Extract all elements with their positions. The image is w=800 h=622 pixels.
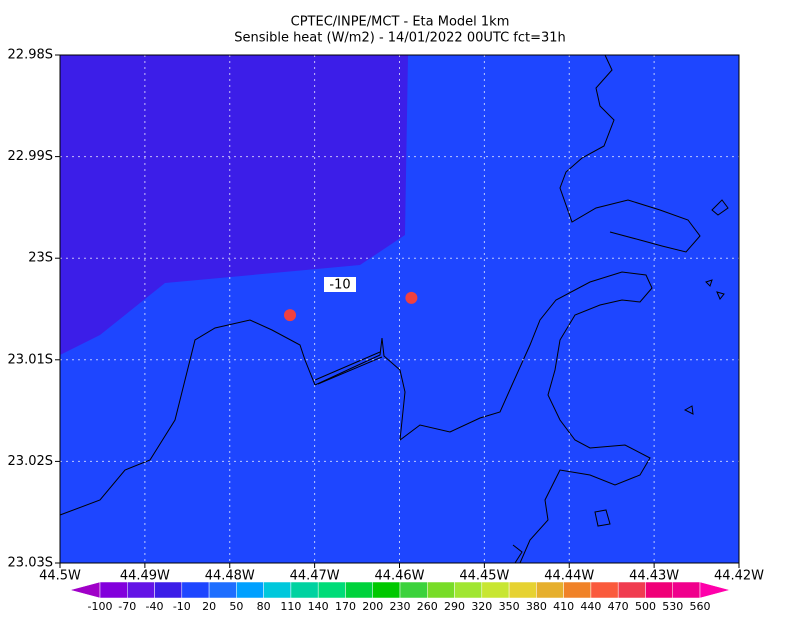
colorbar-bin [290, 581, 319, 599]
colorbar-bin [181, 581, 210, 599]
y-tick-label: 22.98S [8, 48, 53, 63]
colorbar-label: 470 [608, 600, 629, 613]
colorbar-label: 500 [635, 600, 656, 613]
colorbar-label: 410 [553, 600, 574, 613]
station-point [284, 309, 297, 322]
colorbar-bin [263, 581, 292, 599]
colorbar-bin [590, 581, 619, 599]
x-tick-label: 44.43W [629, 569, 679, 584]
y-tick-label: 23.01S [8, 352, 53, 367]
colorbar-label: 440 [580, 600, 601, 613]
colorbar-label: 110 [280, 600, 301, 613]
colorbar-bin [508, 581, 537, 599]
colorbar-label: 530 [662, 600, 683, 613]
colorbar-bin [236, 581, 264, 599]
x-tick-label: 44.46W [374, 569, 424, 584]
colorbar-bin [99, 581, 128, 599]
colorbar-bin [127, 581, 155, 599]
frame [59, 54, 740, 564]
x-tick-label: 44.44W [544, 569, 594, 584]
colorbar-bin [563, 581, 592, 599]
x-tick-label: 44.45W [459, 569, 509, 584]
colorbar-arrow [69, 581, 101, 599]
colorbar-bin [617, 581, 646, 599]
x-tick-label: 44.49W [120, 569, 170, 584]
y-tick-label: 22.99S [8, 149, 53, 164]
subtitle: Sensible heat (W/m2) - 14/01/2022 00UTC … [234, 31, 566, 46]
colorbar-bin [154, 581, 183, 599]
colorbar-label: -100 [88, 600, 113, 613]
colorbar-label: -10 [173, 600, 191, 613]
colorbar-label: 260 [417, 600, 438, 613]
colorbar-bin [645, 581, 673, 599]
colorbar-bin [536, 581, 564, 599]
colorbar-label: -70 [118, 600, 136, 613]
colorbar-label: 140 [308, 600, 329, 613]
colorbar-bin [399, 581, 428, 599]
y-tick-label: 23.02S [8, 454, 53, 469]
contour-label-box [324, 277, 356, 292]
colorbar-bin [372, 581, 401, 599]
colorbar-label: 170 [335, 600, 356, 613]
colorbar-bin [317, 581, 346, 599]
y-tick-label: 23.03S [8, 556, 53, 571]
colorbar-label: -40 [146, 600, 164, 613]
y-tick-label: 23S [28, 251, 53, 266]
colorbar-label: 50 [229, 600, 243, 613]
colorbar-bin [345, 581, 373, 599]
station-point [405, 291, 418, 304]
coastline [59, 54, 729, 564]
field-negative [60, 55, 408, 355]
colorbar-label: 380 [526, 600, 547, 613]
title: CPTEC/INPE/MCT - Eta Model 1km [291, 15, 510, 30]
colorbar-bin [672, 581, 701, 599]
colorbar-bin [427, 581, 455, 599]
colorbar-label: 560 [690, 600, 711, 613]
colorbar-label: 200 [362, 600, 383, 613]
x-tick-label: 44.48W [205, 569, 255, 584]
x-tick-label: 44.47W [290, 569, 340, 584]
colorbar-label: 230 [390, 600, 411, 613]
colorbar-label: 20 [202, 600, 216, 613]
colorbar-label: 350 [499, 600, 520, 613]
x-tick-label: 44.5W [39, 569, 81, 584]
colorbar-bin [208, 581, 237, 599]
contour-label: -10 [329, 278, 350, 293]
colorbar-label: 80 [257, 600, 271, 613]
colorbar-bin [454, 581, 483, 599]
colorbar-arrow [699, 581, 731, 599]
colorbar-bin [481, 581, 510, 599]
x-tick-label: 44.42W [714, 569, 764, 584]
colorbar-label: 320 [471, 600, 492, 613]
colorbar-label: 290 [444, 600, 465, 613]
